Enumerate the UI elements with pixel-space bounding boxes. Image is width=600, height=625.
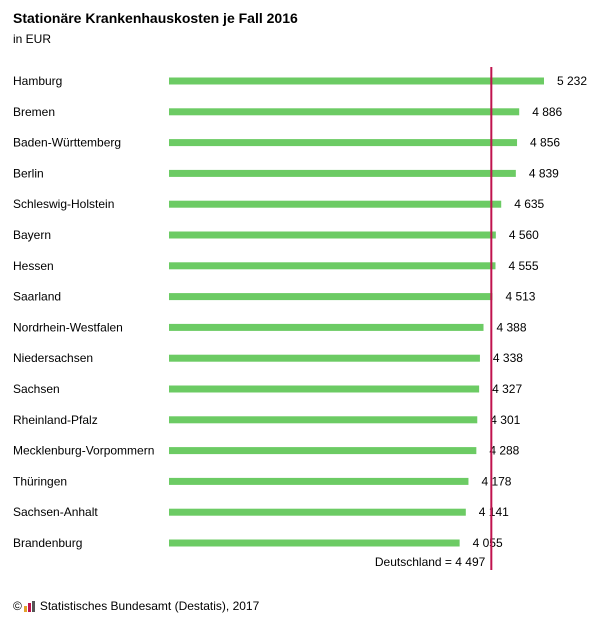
category-label: Niedersachsen xyxy=(13,351,93,365)
destatis-logo-icon xyxy=(23,600,35,612)
category-label: Bremen xyxy=(13,105,55,119)
bar xyxy=(169,77,544,85)
chart-subtitle: in EUR xyxy=(13,32,52,46)
value-label: 4 288 xyxy=(489,444,519,458)
value-label: 4 388 xyxy=(497,320,527,334)
category-label: Bayern xyxy=(13,228,51,242)
bar xyxy=(169,293,493,301)
bar xyxy=(169,169,516,177)
category-label: Saarland xyxy=(13,290,61,304)
value-label: 4 338 xyxy=(493,351,523,365)
reference-label: Deutschland = 4 497 xyxy=(375,555,486,569)
bar xyxy=(169,416,478,424)
bar xyxy=(169,139,518,147)
value-label: 4 141 xyxy=(479,505,509,519)
footer: © Statistisches Bundesamt (Destatis), 20… xyxy=(13,599,259,613)
bar xyxy=(169,108,520,116)
value-label: 4 555 xyxy=(508,259,538,273)
bar-chart: Hamburg 5 232 Bremen 4 886 Baden-Württemberg… xyxy=(13,67,587,570)
category-label: Mecklenburg-Vorpommern xyxy=(13,444,154,458)
bar xyxy=(169,354,480,362)
bar xyxy=(169,200,502,208)
value-label: 4 513 xyxy=(505,290,535,304)
value-label: 4 839 xyxy=(529,166,559,180)
category-label: Sachsen-Anhalt xyxy=(13,505,98,519)
value-label: 4 560 xyxy=(509,228,539,242)
category-label: Thüringen xyxy=(13,474,67,488)
value-label: 5 232 xyxy=(557,74,587,88)
category-label: Sachsen xyxy=(13,382,60,396)
value-label: 4 635 xyxy=(514,197,544,211)
bar xyxy=(169,447,477,455)
copyright-symbol: © xyxy=(13,599,22,613)
category-label: Rheinland-Pfalz xyxy=(13,413,98,427)
value-label: 4 301 xyxy=(490,413,520,427)
value-label: 4 886 xyxy=(532,105,562,119)
bar xyxy=(169,477,469,485)
bar xyxy=(169,262,496,270)
value-label: 4 327 xyxy=(492,382,522,396)
category-label: Baden-Württemberg xyxy=(13,136,121,150)
chart-title: Stationäre Krankenhauskosten je Fall 201… xyxy=(13,10,298,26)
bar xyxy=(169,385,480,393)
value-label: 4 178 xyxy=(481,474,511,488)
category-label: Berlin xyxy=(13,166,44,180)
category-label: Schleswig-Holstein xyxy=(13,197,114,211)
value-label: 4 055 xyxy=(473,536,503,550)
category-label: Nordrhein-Westfalen xyxy=(13,320,123,334)
category-label: Hamburg xyxy=(13,74,62,88)
category-label: Hessen xyxy=(13,259,54,273)
bar xyxy=(169,539,460,547)
category-label: Brandenburg xyxy=(13,536,82,550)
value-label: 4 856 xyxy=(530,136,560,150)
bar xyxy=(169,508,466,516)
source-text: Statistisches Bundesamt (Destatis), 2017 xyxy=(39,599,260,613)
bar xyxy=(169,231,496,239)
bar xyxy=(169,323,484,331)
